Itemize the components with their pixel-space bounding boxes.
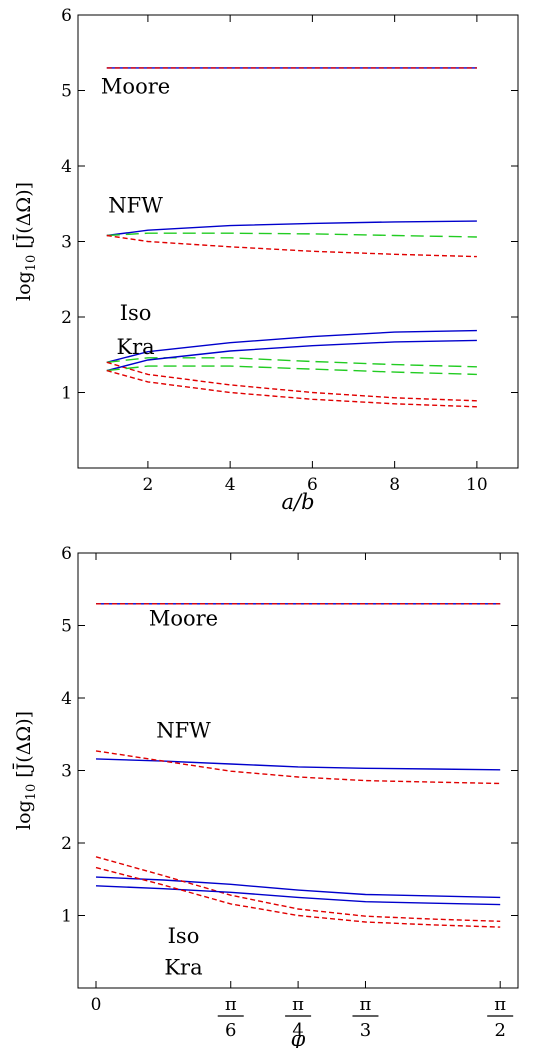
y-tick-label: 6 — [61, 6, 72, 26]
x-tick-label: π2 — [487, 994, 514, 1041]
x-tick-label: π6 — [217, 994, 244, 1041]
x-tick-label-numerator: π — [360, 994, 372, 1015]
x-tick-label: 4 — [225, 475, 236, 495]
x-axis-label: φ — [291, 1027, 306, 1048]
series-line-nfw-short-dash — [106, 234, 477, 258]
series-line-kra-long-dash — [106, 365, 477, 376]
x-tick-label: 10 — [466, 475, 488, 495]
x-axis-label: a/b — [281, 490, 314, 514]
y-axis-label: log10 [J̄(ΔΩ)] — [12, 182, 39, 301]
series-line-iso-solid — [95, 876, 501, 899]
y-tick-label: 4 — [61, 157, 72, 177]
series-line-nfw-short-dash — [95, 750, 501, 785]
y-tick-label: 1 — [61, 907, 72, 927]
profile-label-nfw: NFW — [156, 719, 211, 743]
series-line-iso-short-dash — [95, 856, 501, 922]
series-line-kra-solid — [106, 339, 477, 372]
y-tick-label: 3 — [61, 762, 72, 782]
profile-label-nfw: NFW — [108, 193, 163, 217]
profile-label-kra: Kra — [116, 335, 154, 359]
x-tick-label-denominator: 3 — [360, 1020, 371, 1041]
x-tick-label-denominator: 6 — [225, 1020, 236, 1041]
x-tick-label: 8 — [389, 475, 400, 495]
profile-label-kra: Kra — [164, 956, 202, 980]
y-tick-label: 5 — [61, 617, 72, 637]
series-line-kra-solid — [95, 885, 501, 906]
series-line-kra-short-dash — [106, 369, 477, 408]
series-line-nfw-solid — [95, 758, 501, 771]
plot-frame — [77, 552, 519, 989]
x-tick-label-numerator: π — [225, 994, 237, 1015]
x-tick-label: π4 — [285, 994, 312, 1041]
x-tick-label-numerator: π — [494, 994, 506, 1015]
x-tick-label: 0 — [91, 995, 102, 1015]
profile-label-iso: Iso — [120, 301, 152, 325]
chart-top-axial-ratio: 1 2 3 4 5 6 2 4 6 8 10 Moore NFW Iso Kra a/b log10 [J̄(Δ… — [12, 6, 519, 514]
y-tick-label: 2 — [61, 308, 72, 328]
x-tick-label-denominator: 2 — [494, 1020, 505, 1041]
y-tick-label: 1 — [61, 384, 72, 404]
series-line-nfw-solid — [106, 220, 477, 237]
y-tick-label: 4 — [61, 689, 72, 709]
series-line-iso-short-dash — [106, 361, 477, 402]
y-tick-label: 2 — [61, 834, 72, 854]
x-tick-label: π3 — [352, 994, 379, 1041]
x-tick-label: 2 — [142, 475, 153, 495]
y-tick-label: 3 — [61, 233, 72, 253]
y-tick-label: 6 — [61, 544, 72, 564]
y-tick-label: 5 — [61, 82, 72, 102]
x-tick-label-numerator: π — [292, 994, 304, 1015]
x-tick-label-denominator: 4 — [292, 1020, 303, 1041]
series-line-iso-long-dash — [106, 357, 477, 368]
profile-label-iso: Iso — [168, 924, 200, 948]
profile-label-moore: Moore — [149, 606, 218, 630]
series-line-iso-solid — [106, 329, 477, 363]
y-axis-label: log10 [J̄(ΔΩ)] — [12, 711, 39, 830]
profile-label-moore: Moore — [101, 75, 170, 99]
series-line-nfw-long-dash — [106, 232, 477, 238]
x-tick-label: 6 — [307, 475, 318, 495]
